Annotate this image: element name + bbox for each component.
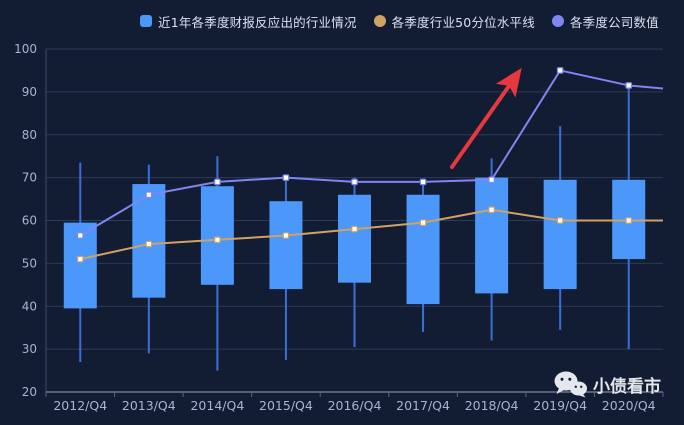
y-axis-label: 80 (22, 128, 37, 142)
candlestick-2016-q4[interactable] (338, 177, 371, 347)
y-axis-label: 70 (22, 171, 37, 185)
percentile-data-point[interactable] (625, 217, 633, 224)
candle-body (406, 194, 440, 305)
legend-label: 近1年各季度财报反应出的行业情况 (158, 14, 357, 30)
purple-dot-legend-icon (551, 15, 564, 27)
orange-dot-legend-icon (373, 15, 386, 27)
y-axis-label: 30 (22, 342, 37, 356)
percentile-data-point[interactable] (145, 240, 153, 248)
legend-item-50th-percentile[interactable]: 各季度行业50分位水平线 (373, 12, 535, 31)
y-axis-label: 100 (14, 42, 37, 56)
x-axis-label: 2019/Q4 (533, 398, 587, 413)
candlestick-2019-q4[interactable] (543, 126, 577, 330)
x-axis-label: 2017/Q4 (396, 398, 450, 413)
percentile-data-point[interactable] (488, 206, 495, 214)
y-axis-label: 50 (22, 256, 37, 270)
company-data-point[interactable] (145, 191, 153, 199)
company-data-point[interactable] (351, 178, 358, 186)
candle-body (338, 194, 371, 283)
x-axis-label: 2016/Q4 (328, 398, 382, 413)
candle-body (475, 177, 509, 294)
y-axis-label: 90 (22, 85, 37, 99)
x-axis-label: 2012/Q4 (53, 398, 107, 413)
candle-body (543, 179, 577, 290)
percentile-data-point[interactable] (214, 236, 221, 244)
company-data-point[interactable] (556, 67, 564, 74)
percentile-data-point[interactable] (556, 217, 564, 224)
candlestick-2014-q4[interactable] (200, 156, 234, 371)
company-data-point[interactable] (625, 82, 633, 89)
blue-square-legend-icon (140, 15, 152, 27)
percentile-data-point[interactable] (282, 232, 290, 239)
percentile-line (80, 208, 663, 261)
x-axis-label: 2014/Q4 (190, 398, 244, 413)
x-axis-label: 2015/Q4 (259, 398, 313, 413)
percentile-data-point[interactable] (419, 219, 427, 226)
company-data-point[interactable] (488, 176, 495, 184)
legend-item-industry-range[interactable]: 近1年各季度财报反应出的行业情况 (140, 12, 357, 31)
y-axis-label: 20 (22, 385, 37, 399)
candlestick-2017-q4[interactable] (406, 181, 440, 332)
chart-legend: 近1年各季度财报反应出的行业情况 各季度行业50分位水平线 各季度公司数值 (140, 10, 659, 32)
x-axis-label: 2013/Q4 (122, 398, 176, 413)
percentile-data-point[interactable] (351, 225, 358, 233)
legend-item-company-value[interactable]: 各季度公司数值 (551, 12, 659, 31)
y-axis-label: 60 (22, 214, 37, 228)
annotation-arrow (450, 67, 522, 169)
y-axis-label: 40 (22, 299, 37, 313)
x-axis-label: 2020/Q4 (602, 398, 656, 413)
candlestick-2018-q4[interactable] (475, 158, 509, 341)
legend-label: 各季度行业50分位水平线 (391, 14, 535, 30)
company-data-point[interactable] (76, 232, 84, 239)
candle-body (269, 201, 303, 290)
legend-label: 各季度公司数值 (569, 14, 659, 30)
percentile-data-point[interactable] (76, 255, 84, 263)
company-line (79, 69, 664, 237)
company-data-point[interactable] (419, 178, 427, 186)
company-data-point[interactable] (282, 174, 290, 181)
company-data-point[interactable] (214, 178, 221, 186)
candle-body (200, 186, 234, 285)
x-axis-label: 2018/Q4 (465, 398, 519, 413)
candlestick-2015-q4[interactable] (269, 175, 303, 360)
